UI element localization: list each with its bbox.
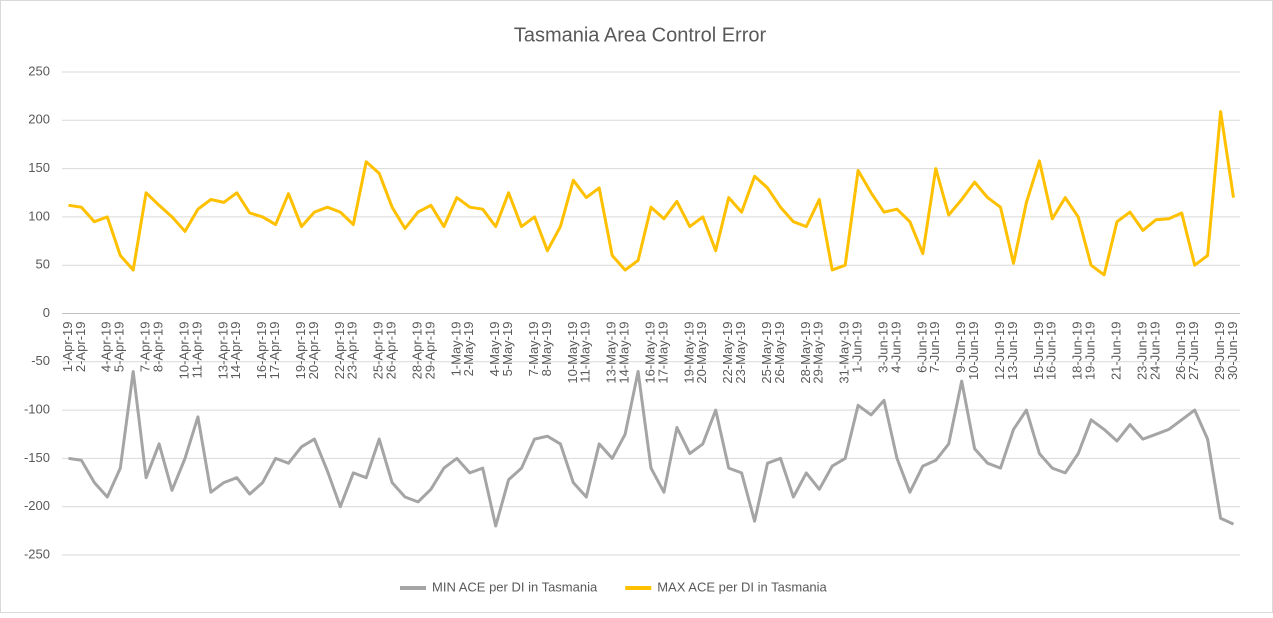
x-tick-label: 13-Apr-19 [215, 322, 230, 380]
x-tick-label: 25-May-19 [759, 322, 774, 384]
y-tick-label: -250 [24, 546, 50, 561]
x-tick-label: 31-May-19 [837, 322, 852, 384]
legend-label: MAX ACE per DI in Tasmania [657, 579, 827, 594]
x-tick-label: 20-May-19 [694, 322, 709, 384]
series-line [68, 110, 1235, 277]
y-tick-label: 200 [28, 112, 50, 127]
x-tick-label: 29-May-19 [811, 322, 826, 384]
x-tick-label: 7-May-19 [526, 322, 541, 377]
x-tick-label: 16-Jun-19 [1044, 322, 1059, 381]
x-tick-label: 18-Jun-19 [1070, 322, 1085, 381]
y-tick-label: -100 [24, 402, 50, 417]
x-tick-label: 14-Apr-19 [228, 322, 243, 380]
y-tick-label: 250 [28, 63, 50, 78]
y-tick-label: 150 [28, 160, 50, 175]
x-tick-label: 19-May-19 [681, 322, 696, 384]
x-tick-label: 17-Apr-19 [267, 322, 282, 380]
y-tick-label: 0 [43, 305, 50, 320]
x-tick-label: 8-May-19 [539, 322, 554, 377]
x-tick-label: 21-Jun-19 [1108, 322, 1123, 381]
y-tick-label: -150 [24, 450, 50, 465]
x-tick-label: 16-May-19 [642, 322, 657, 384]
x-tick-label: 30-Jun-19 [1225, 322, 1240, 381]
x-tick-label: 7-Jun-19 [927, 322, 942, 373]
x-tick-label: 17-May-19 [655, 322, 670, 384]
x-tick-label: 11-Apr-19 [189, 322, 204, 379]
x-tick-label: 7-Apr-19 [138, 322, 153, 373]
x-tick-label: 23-Jun-19 [1134, 322, 1149, 381]
y-tick-label: -200 [24, 498, 50, 513]
x-tick-label: 10-Apr-19 [176, 322, 191, 380]
y-tick-label: -50 [31, 353, 50, 368]
x-tick-label: 3-Jun-19 [875, 322, 890, 373]
chart-title: Tasmania Area Control Error [514, 24, 767, 46]
x-tick-label: 19-Apr-19 [293, 322, 308, 380]
x-tick-label: 14-May-19 [617, 322, 632, 384]
x-tick-label: 24-Jun-19 [1147, 322, 1162, 381]
x-tick-label: 29-Jun-19 [1212, 322, 1227, 381]
y-tick-label: 100 [28, 208, 50, 223]
x-tick-label: 10-Jun-19 [966, 322, 981, 381]
x-tick-label: 19-Jun-19 [1083, 322, 1098, 381]
x-tick-label: 1-Jun-19 [850, 322, 865, 373]
x-tick-label: 29-Apr-19 [422, 322, 437, 380]
x-tick-label: 23-Apr-19 [345, 322, 360, 380]
x-tick-label: 2-Apr-19 [73, 322, 88, 373]
x-tick-label: 2-May-19 [461, 322, 476, 377]
x-tick-label: 13-May-19 [604, 322, 619, 384]
x-tick-label: 1-Apr-19 [60, 322, 75, 373]
x-tick-label: 16-Apr-19 [254, 322, 269, 380]
legend-label: MIN ACE per DI in Tasmania [432, 579, 598, 594]
x-tick-label: 1-May-19 [448, 322, 463, 377]
x-tick-label: 22-Apr-19 [332, 322, 347, 380]
x-tick-label: 4-Apr-19 [99, 322, 114, 373]
x-tick-label: 6-Jun-19 [914, 322, 929, 373]
x-tick-label: 13-Jun-19 [1005, 322, 1020, 381]
x-tick-label: 15-Jun-19 [1031, 322, 1046, 381]
series-line [68, 370, 1235, 528]
x-tick-label: 28-Apr-19 [409, 322, 424, 380]
x-tick-label: 11-May-19 [578, 322, 593, 383]
x-tick-label: 9-Jun-19 [953, 322, 968, 373]
x-tick-label: 20-Apr-19 [306, 322, 321, 380]
x-tick-label: 28-May-19 [798, 322, 813, 384]
x-tick-label: 26-Apr-19 [384, 322, 399, 380]
x-tick-label: 27-Jun-19 [1186, 322, 1201, 381]
x-tick-label: 8-Apr-19 [151, 322, 166, 373]
x-tick-label: 26-Jun-19 [1173, 322, 1188, 381]
x-tick-label: 4-Jun-19 [888, 322, 903, 373]
y-tick-label: 50 [36, 257, 50, 272]
x-tick-label: 10-May-19 [565, 322, 580, 384]
x-tick-label: 12-Jun-19 [992, 322, 1007, 381]
x-tick-label: 22-May-19 [720, 322, 735, 384]
x-tick-label: 5-May-19 [500, 321, 515, 376]
x-tick-label: 4-May-19 [487, 321, 502, 376]
x-tick-label: 26-May-19 [772, 322, 787, 384]
x-tick-label: 25-Apr-19 [371, 322, 386, 380]
x-tick-label: 5-Apr-19 [112, 322, 127, 373]
x-tick-label: 23-May-19 [733, 322, 748, 384]
